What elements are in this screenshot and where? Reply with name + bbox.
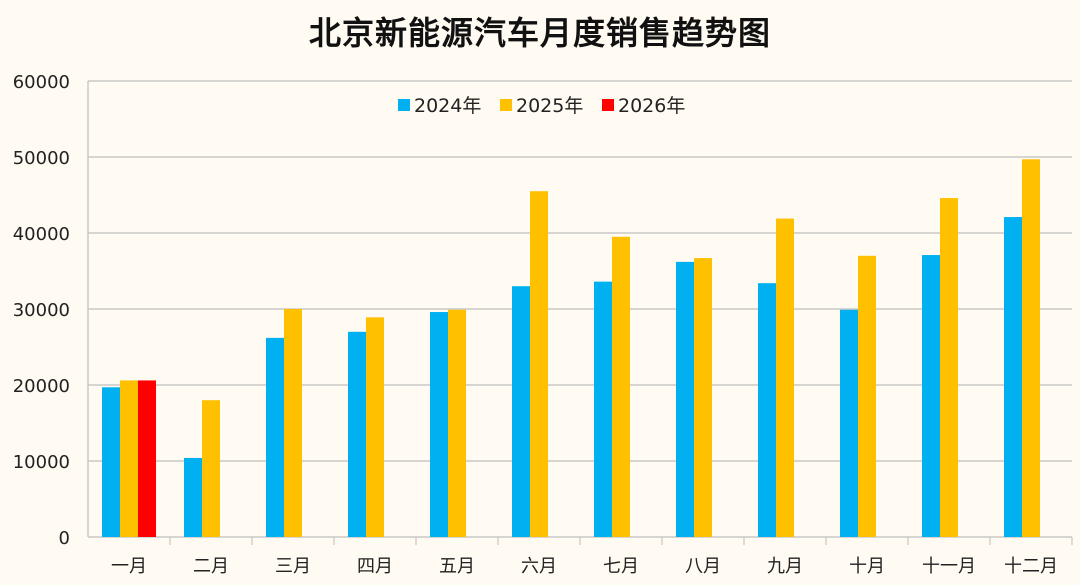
x-tick-label: 九月	[767, 556, 803, 577]
bar-2024	[594, 281, 612, 537]
x-tick-label: 七月	[603, 556, 639, 577]
bar-2024	[348, 331, 366, 537]
legend-swatch	[398, 99, 410, 111]
bar-2025	[530, 191, 548, 537]
bar-2024	[102, 387, 120, 537]
x-tick-label: 三月	[275, 556, 311, 577]
bar-2024	[184, 457, 202, 537]
bar-2025	[1022, 159, 1040, 537]
y-tick-label: 10000	[13, 452, 70, 473]
bar-2025	[202, 400, 220, 537]
bar-2024	[840, 309, 858, 537]
legend-swatch	[602, 99, 614, 111]
chart-title: 北京新能源汽车月度销售趋势图	[308, 14, 771, 52]
legend-swatch	[500, 99, 512, 111]
bar-2025	[366, 317, 384, 537]
y-tick-label: 30000	[13, 300, 70, 321]
legend-label: 2024年	[414, 95, 481, 117]
bar-2024	[430, 312, 448, 537]
x-tick-label: 二月	[193, 556, 229, 577]
bar-2024	[758, 283, 776, 537]
bar-2024	[922, 255, 940, 538]
legend-label: 2026年	[618, 95, 685, 117]
bar-2024	[676, 261, 694, 537]
bar-2024	[266, 337, 284, 537]
x-tick-label: 五月	[439, 556, 475, 577]
bar-2025	[694, 258, 712, 537]
bar-2025	[284, 309, 302, 537]
bar-2024	[1004, 217, 1022, 538]
x-tick-label: 六月	[521, 556, 557, 577]
legend-label: 2025年	[516, 95, 583, 117]
y-tick-label: 50000	[13, 148, 70, 169]
bar-2026	[138, 380, 156, 537]
x-tick-label: 十二月	[1004, 556, 1058, 577]
bar-2025	[120, 380, 138, 537]
x-tick-label: 八月	[685, 556, 721, 577]
bar-2025	[940, 198, 958, 538]
x-tick-label: 十月	[849, 556, 885, 577]
x-tick-label: 四月	[357, 556, 393, 577]
bar-2024	[512, 286, 530, 537]
x-tick-label: 十一月	[922, 556, 976, 577]
bar-2025	[448, 309, 466, 537]
x-tick-label: 一月	[111, 556, 147, 577]
y-tick-label: 0	[59, 528, 70, 549]
bar-2025	[776, 218, 794, 537]
bar-2025	[858, 255, 876, 538]
y-tick-label: 20000	[13, 376, 70, 397]
y-tick-label: 40000	[13, 224, 70, 245]
bar-2025	[612, 236, 630, 538]
y-tick-label: 60000	[13, 72, 70, 93]
